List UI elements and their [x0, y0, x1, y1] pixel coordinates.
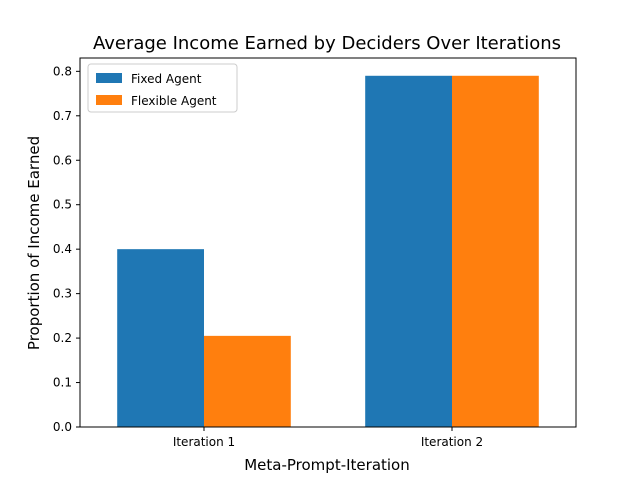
- y-tick-label: 0.7: [53, 109, 72, 123]
- x-tick-label: Iteration 1: [173, 435, 235, 449]
- y-tick-label: 0.6: [53, 153, 72, 167]
- y-tick-label: 0.4: [53, 242, 72, 256]
- legend-swatch: [96, 95, 122, 105]
- y-tick-label: 0.1: [53, 376, 72, 390]
- x-axis-label: Meta-Prompt-Iteration: [244, 456, 410, 474]
- bar-flexible-agent-2: [452, 75, 539, 427]
- y-tick-label: 0.8: [53, 64, 72, 78]
- bar-fixed-agent-1: [117, 249, 204, 427]
- legend: Fixed Agent Flexible Agent: [87, 63, 238, 113]
- x-tick-label: Iteration 2: [421, 435, 483, 449]
- bar-flexible-agent-1: [204, 335, 291, 427]
- chart-title: Average Income Earned by Deciders Over I…: [93, 33, 561, 54]
- bar-fixed-agent-2: [365, 75, 452, 427]
- legend-label: Flexible Agent: [131, 94, 217, 108]
- legend-box: [87, 63, 238, 113]
- legend-label: Fixed Agent: [131, 72, 202, 86]
- y-tick-label: 0.5: [53, 198, 72, 212]
- plot-area: 0.0 0.1 0.2 0.3 0.4 0.5 0.6 0.7 0.8 Iteration 1 It…: [53, 57, 577, 449]
- y-axis-label: Proportion of Income Earned: [25, 136, 43, 350]
- y-tick-label: 0.2: [53, 331, 72, 345]
- axes-frame: [79, 57, 577, 428]
- y-tick-label: 0.3: [53, 287, 72, 301]
- legend-swatch: [96, 73, 122, 83]
- y-tick-label: 0.0: [53, 420, 72, 434]
